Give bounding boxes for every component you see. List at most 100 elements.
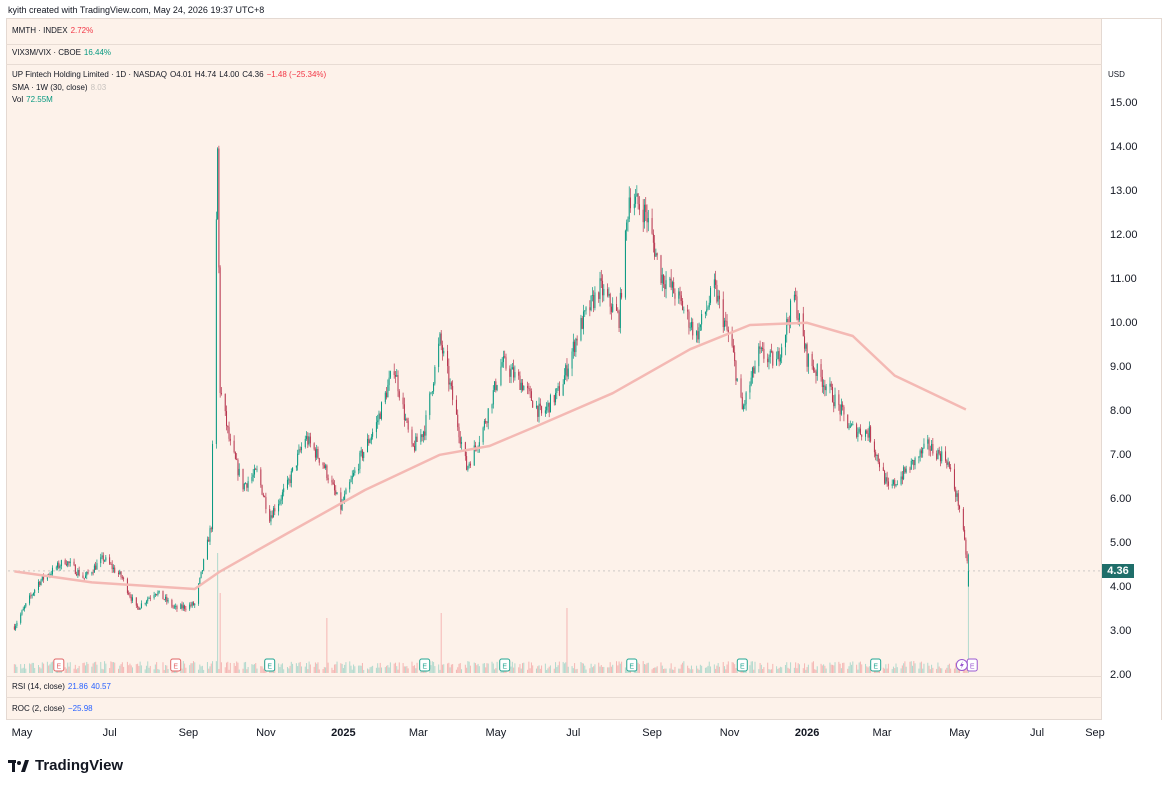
candle-body[interactable] [796,296,798,319]
candle-body[interactable] [350,479,352,483]
candle-body[interactable] [740,378,742,398]
candle-body[interactable] [262,494,264,497]
candle-body[interactable] [78,570,80,576]
candle-body[interactable] [504,356,506,358]
candle-body[interactable] [135,597,137,606]
candle-body[interactable] [821,376,823,387]
candle-body[interactable] [182,605,184,609]
candle-body[interactable] [425,415,427,436]
candle-body[interactable] [306,436,308,439]
candle-body[interactable] [50,574,52,576]
candle-body[interactable] [323,465,325,469]
candle-body[interactable] [699,324,701,328]
candle-body[interactable] [829,383,831,387]
candle-body[interactable] [647,218,649,223]
candle-body[interactable] [412,443,414,446]
candle-body[interactable] [682,300,684,311]
candle-body[interactable] [450,382,452,386]
candle-body[interactable] [825,386,827,391]
candle-body[interactable] [585,307,587,311]
candle-body[interactable] [652,233,654,243]
candle-body[interactable] [781,347,783,358]
candle-body[interactable] [643,204,645,223]
candle-body[interactable] [816,364,818,376]
candle-body[interactable] [398,391,400,398]
candle-body[interactable] [566,365,568,377]
candle-body[interactable] [140,603,142,609]
candle-body[interactable] [176,606,178,609]
candle-body[interactable] [931,443,933,451]
candle-body[interactable] [544,410,546,414]
candle-body[interactable] [478,442,480,448]
candle-body[interactable] [786,318,788,335]
candle-body[interactable] [469,463,471,466]
candle-body[interactable] [948,462,950,468]
candle-body[interactable] [368,438,370,444]
candle-body[interactable] [959,505,961,509]
lightning-marker-icon[interactable] [955,659,968,671]
candle-body[interactable] [274,508,276,512]
candle-body[interactable] [449,382,451,385]
candle-body[interactable] [795,294,797,297]
candle-body[interactable] [530,391,532,401]
candle-body[interactable] [701,314,703,325]
candle-body[interactable] [459,437,461,444]
candle-body[interactable] [325,465,327,469]
candle-body[interactable] [624,230,626,298]
candle-body[interactable] [946,460,948,465]
candle-body[interactable] [269,509,271,522]
candle-body[interactable] [316,448,318,458]
candle-body[interactable] [628,197,630,220]
candle-body[interactable] [859,428,861,435]
candle-body[interactable] [416,436,418,442]
candle-body[interactable] [610,306,612,312]
candle-body[interactable] [753,367,755,374]
candle-body[interactable] [367,438,369,453]
candle-body[interactable] [820,364,822,377]
candle-body[interactable] [165,596,167,600]
candle-body[interactable] [414,445,416,451]
candle-body[interactable] [65,564,67,566]
candle-body[interactable] [396,375,398,377]
candle-body[interactable] [438,343,440,368]
candle-body[interactable] [805,344,807,349]
candle-body[interactable] [919,450,921,458]
candle-body[interactable] [575,338,577,353]
candle-body[interactable] [927,439,929,444]
candle-body[interactable] [955,489,957,497]
candle-body[interactable] [441,345,443,354]
candle-body[interactable] [228,427,230,439]
candle-body[interactable] [422,431,424,438]
candle-body[interactable] [154,594,156,596]
candle-body[interactable] [913,459,915,466]
earnings-marker-icon[interactable]: E [499,658,511,672]
candle-body[interactable] [642,209,644,223]
candle-body[interactable] [884,470,886,484]
candle-body[interactable] [905,468,907,473]
candle-body[interactable] [372,432,374,437]
candle-body[interactable] [246,483,248,488]
candle-body[interactable] [523,385,525,391]
candle-body[interactable] [576,338,578,341]
candle-body[interactable] [842,404,844,408]
candle-body[interactable] [335,490,337,495]
candle-body[interactable] [704,311,706,315]
candle-body[interactable] [708,302,710,308]
candle-body[interactable] [289,479,291,483]
candle-body[interactable] [885,477,887,484]
candle-body[interactable] [252,474,254,478]
candle-body[interactable] [220,392,222,394]
candle-body[interactable] [633,203,635,209]
candle-body[interactable] [440,333,442,346]
candle-body[interactable] [153,595,155,598]
candle-body[interactable] [77,570,79,576]
candle-body[interactable] [895,484,897,486]
candle-body[interactable] [394,375,396,377]
candle-body[interactable] [32,592,34,595]
candle-body[interactable] [707,307,709,310]
candle-body[interactable] [674,293,676,299]
candle-body[interactable] [581,318,583,329]
candle-body[interactable] [645,204,647,212]
candle-body[interactable] [762,347,764,349]
candle-body[interactable] [354,470,356,474]
